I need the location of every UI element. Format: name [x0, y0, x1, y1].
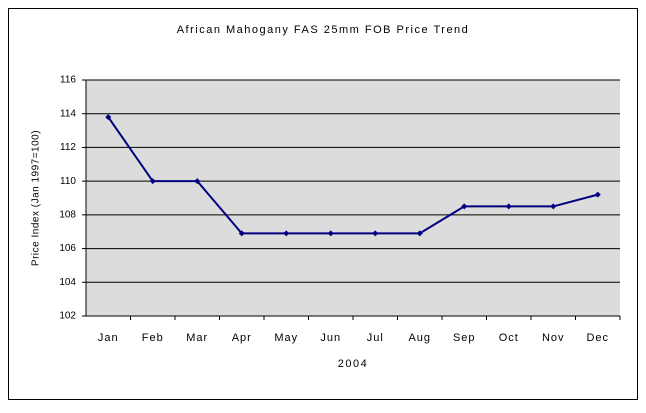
x-tick-label: Dec — [586, 332, 609, 344]
x-axis-label: 2004 — [338, 358, 368, 370]
point — [594, 191, 601, 198]
x-tick-label: Feb — [142, 332, 164, 344]
x-tick-label: Jul — [367, 332, 384, 344]
x-tick-label: Jan — [98, 332, 119, 344]
x-tick-label: Mar — [186, 332, 208, 344]
point — [283, 230, 290, 237]
point — [505, 203, 512, 210]
x-tick-label: Sep — [453, 332, 476, 344]
x-tick-label: Apr — [232, 332, 252, 344]
point — [238, 230, 245, 237]
x-tick-label: Nov — [542, 332, 565, 344]
chart-title: African Mahogany FAS 25mm FOB Price Tren… — [177, 24, 470, 36]
point — [416, 230, 423, 237]
point — [194, 178, 201, 185]
y-tick-label: 112 — [60, 142, 76, 153]
point — [372, 230, 379, 237]
y-tick-label: 108 — [59, 209, 76, 220]
point — [550, 203, 557, 210]
y-tick-label: 116 — [60, 75, 76, 86]
point — [149, 178, 156, 185]
point — [461, 203, 468, 210]
line — [107, 116, 599, 235]
point — [105, 114, 112, 121]
x-tick-label: Aug — [408, 332, 431, 344]
y-tick-label: 114 — [60, 108, 76, 119]
y-tick-label: 104 — [59, 277, 76, 288]
y-tick-label: 110 — [60, 176, 76, 187]
x-tick-label: May — [274, 332, 298, 344]
x-tick-label: Oct — [499, 332, 519, 344]
y-tick-label: 106 — [59, 243, 76, 254]
x-tick-label: Jun — [320, 332, 341, 344]
y-axis-label: Price Index (Jan 1997=100) — [31, 130, 42, 266]
y-tick-label: 102 — [59, 311, 76, 322]
point — [327, 230, 334, 237]
plot-area — [86, 80, 620, 316]
